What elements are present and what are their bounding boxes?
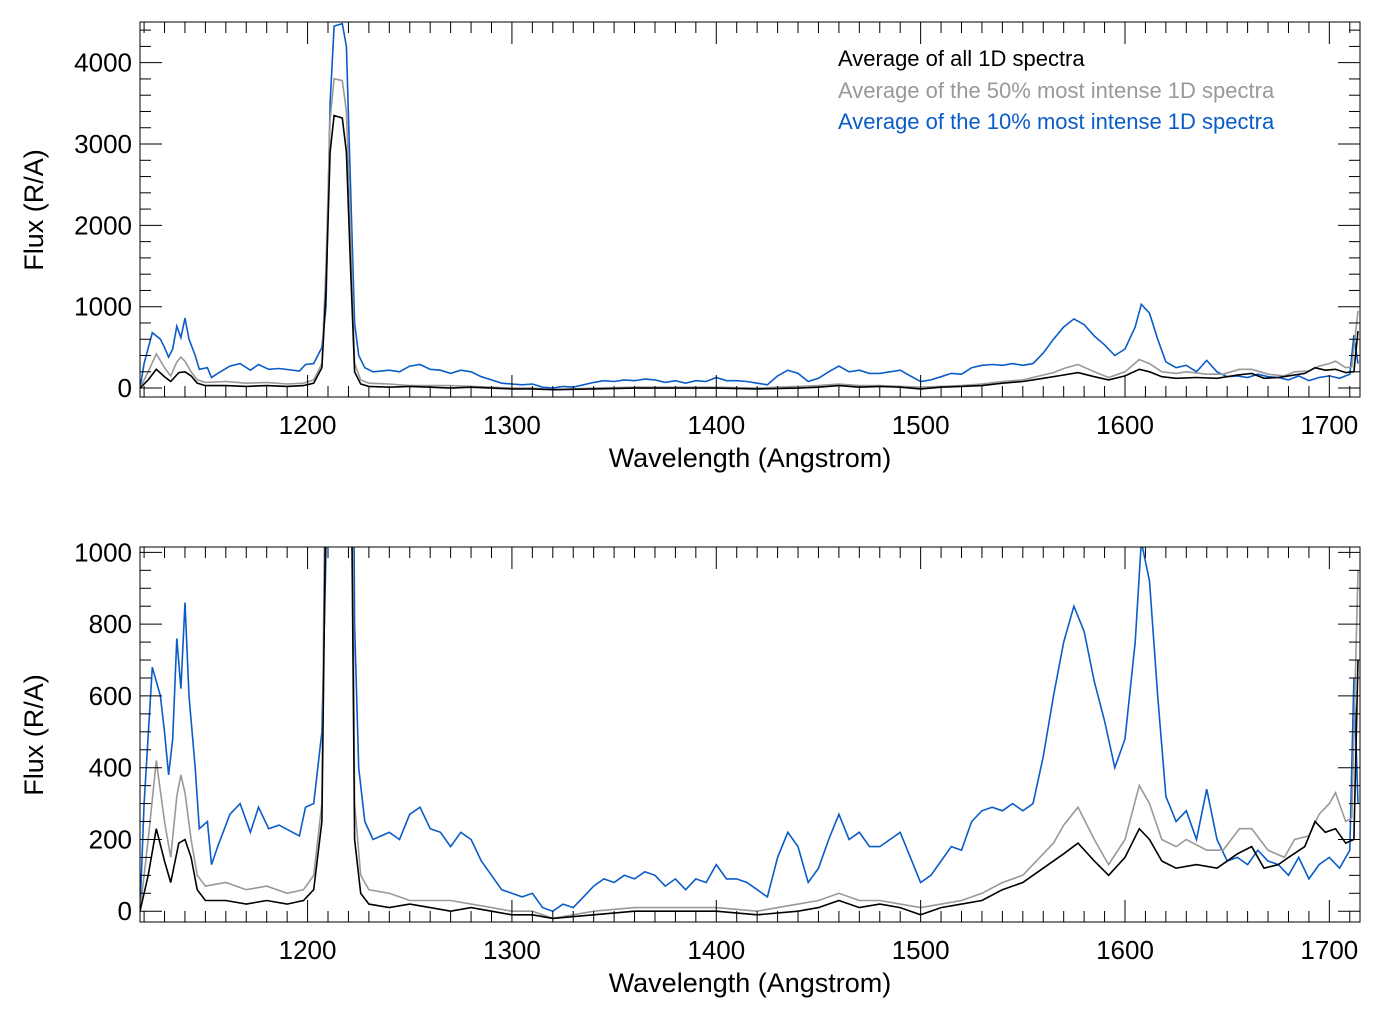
series-line-top-0 (140, 114, 1359, 391)
x-tick-label: 1600 (1096, 935, 1154, 965)
x-tick-label: 1300 (483, 935, 541, 965)
y-tick-label: 200 (89, 824, 132, 854)
x-tick-label: 1700 (1300, 410, 1358, 440)
y-tick-label: 2000 (74, 210, 132, 240)
y-tick-label: 0 (118, 373, 132, 403)
y-tick-label: 1000 (74, 292, 132, 322)
x-tick-label: 1700 (1300, 935, 1358, 965)
y-tick-label: 4000 (74, 48, 132, 78)
x-tick-label: 1200 (279, 410, 337, 440)
x-tick-label: 1600 (1096, 410, 1154, 440)
x-tick-label: 1200 (279, 935, 337, 965)
y-tick-label: 0 (118, 896, 132, 926)
y-tick-label: 3000 (74, 129, 132, 159)
series-line-top-2 (140, 22, 1359, 389)
x-tick-label: 1400 (687, 410, 745, 440)
x-tick-label: 1500 (892, 410, 950, 440)
y-tick-label: 800 (89, 609, 132, 639)
legend-entry-all: Average of all 1D spectra (838, 46, 1085, 71)
bottom-y-axis-title: Flux (R/A) (19, 674, 49, 796)
legend: Average of all 1D spectra Average of the… (838, 46, 1275, 134)
top-panel: 1200 1300 1400 1500 1600 1700 0 1000 2000 3000 400… (74, 21, 1361, 440)
top-x-axis-title: Wavelength (Angstrom) (609, 443, 892, 473)
x-tick-label: 1500 (892, 935, 950, 965)
x-tick-label: 1400 (687, 935, 745, 965)
legend-entry-50pct: Average of the 50% most intense 1D spect… (838, 78, 1275, 103)
series-line-bottom-2 (140, 547, 1359, 913)
plot-frame (139, 546, 1361, 923)
bottom-panel: 1200 1300 1400 1500 1600 1700 0 200 400 600 800 100… (74, 537, 1361, 965)
bottom-x-axis-title: Wavelength (Angstrom) (609, 968, 892, 998)
y-tick-label: 1000 (74, 537, 132, 567)
y-tick-label: 400 (89, 753, 132, 783)
legend-entry-10pct: Average of the 10% most intense 1D spect… (838, 109, 1275, 134)
x-tick-label: 1300 (483, 410, 541, 440)
top-y-axis-title: Flux (R/A) (19, 149, 49, 271)
y-tick-label: 600 (89, 681, 132, 711)
